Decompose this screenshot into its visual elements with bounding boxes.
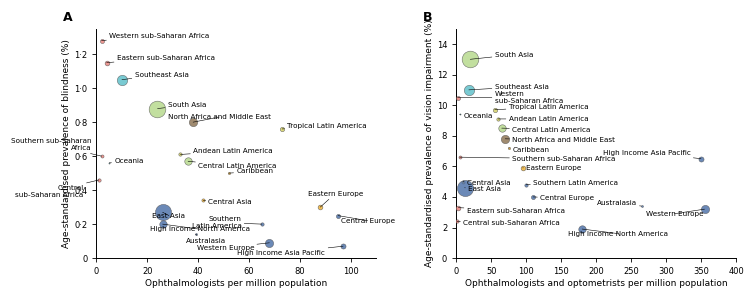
Text: Oceania: Oceania [109,158,143,164]
Point [332,213,344,218]
Text: Caribbean: Caribbean [229,168,273,174]
Point [156,222,168,227]
Point [516,165,528,170]
Text: Andean Latin America: Andean Latin America [180,148,273,155]
Text: Central Europe: Central Europe [338,216,395,224]
Point [499,136,511,141]
Text: East Asia: East Asia [153,212,186,219]
Text: Southern sub-Saharan Africa: Southern sub-Saharan Africa [460,156,615,162]
Text: Southern
Latin America: Southern Latin America [192,216,262,229]
Point [636,204,648,208]
Text: East Asia: East Asia [464,186,501,192]
Point [458,185,470,190]
Text: B: B [423,11,432,24]
Point [187,120,199,125]
Text: High Income North America: High Income North America [568,229,668,237]
Text: High Income North America: High Income North America [149,224,250,232]
Text: Western sub-Saharan Africa: Western sub-Saharan Africa [101,33,209,41]
Point [276,126,288,131]
Point [116,77,128,82]
Text: Central Asia: Central Asia [464,180,510,186]
Point [93,178,105,182]
Point [698,207,710,212]
Point [495,126,507,130]
Y-axis label: Age-standardised prevalence of vision impairment (%): Age-standardised prevalence of vision im… [425,19,434,267]
Text: North Africa and Middle East: North Africa and Middle East [168,114,271,122]
Point [492,117,504,121]
Point [100,60,112,65]
Text: Central Asia: Central Asia [203,199,252,205]
Point [190,232,202,237]
Y-axis label: Age-standardised prevalence of blindness (%): Age-standardised prevalence of blindness… [63,39,72,248]
Point [263,240,276,245]
Point [458,179,470,184]
Text: Western Europe: Western Europe [196,243,270,251]
Point [95,154,107,158]
Point [520,182,532,187]
Text: High Income Asia Pacific: High Income Asia Pacific [602,150,701,159]
Point [463,88,475,92]
Point [156,210,168,215]
Text: South Asia: South Asia [470,52,533,59]
Point [454,112,466,117]
X-axis label: Ophthalmologists per million population: Ophthalmologists per million population [145,279,328,288]
Point [576,227,588,231]
Point [223,171,235,176]
Text: Southeast Asia: Southeast Asia [122,71,189,80]
Point [464,57,476,62]
Text: Eastern sub-Saharan Africa: Eastern sub-Saharan Africa [458,208,565,214]
Point [182,159,194,164]
Text: Central Latin America: Central Latin America [501,127,590,133]
Text: Andean Latin America: Andean Latin America [498,116,588,122]
Text: Southern sub-Saharan
Africa: Southern sub-Saharan Africa [11,138,101,156]
Text: Central Latin America: Central Latin America [188,161,276,169]
Text: Central sub-Saharan Africa: Central sub-Saharan Africa [457,220,560,226]
Text: Western
sub-Saharan Africa: Western sub-Saharan Africa [458,91,563,104]
Text: North Africa and Middle East: North Africa and Middle East [505,137,615,143]
Point [152,106,164,111]
Text: High Income Asia Pacific: High Income Asia Pacific [238,246,344,256]
Point [337,244,350,248]
Text: Eastern sub-Saharan Africa: Eastern sub-Saharan Africa [106,55,214,63]
Point [174,152,186,157]
Text: Tropical Latin America: Tropical Latin America [282,123,367,129]
Point [488,107,501,112]
Point [103,161,116,165]
Text: Central Europe: Central Europe [533,196,594,202]
Point [454,155,466,160]
Text: Central
sub-Saharan Africa: Central sub-Saharan Africa [16,180,99,198]
Point [452,205,464,210]
Text: Eastern Europe: Eastern Europe [522,165,581,171]
Point [314,205,326,210]
Text: Eastern Europe: Eastern Europe [307,190,363,207]
Text: Oceania: Oceania [460,113,492,119]
Point [451,95,464,100]
Text: South Asia: South Asia [158,102,206,109]
Text: Western Europe: Western Europe [646,209,704,217]
X-axis label: Ophthalmologists and optometrists per million population: Ophthalmologists and optometrists per mi… [465,279,727,288]
Text: Australasia: Australasia [596,200,642,206]
Text: Caribbean: Caribbean [509,147,549,152]
Text: Southern Latin America: Southern Latin America [526,180,618,186]
Point [503,146,515,150]
Point [527,195,539,199]
Point [95,38,107,43]
Point [695,156,707,161]
Point [451,219,463,224]
Point [197,198,209,203]
Point [256,222,268,227]
Text: Tropical Latin America: Tropical Latin America [495,104,588,110]
Text: Australasia: Australasia [186,234,226,244]
Text: Southeast Asia: Southeast Asia [469,84,549,90]
Text: A: A [63,11,72,24]
